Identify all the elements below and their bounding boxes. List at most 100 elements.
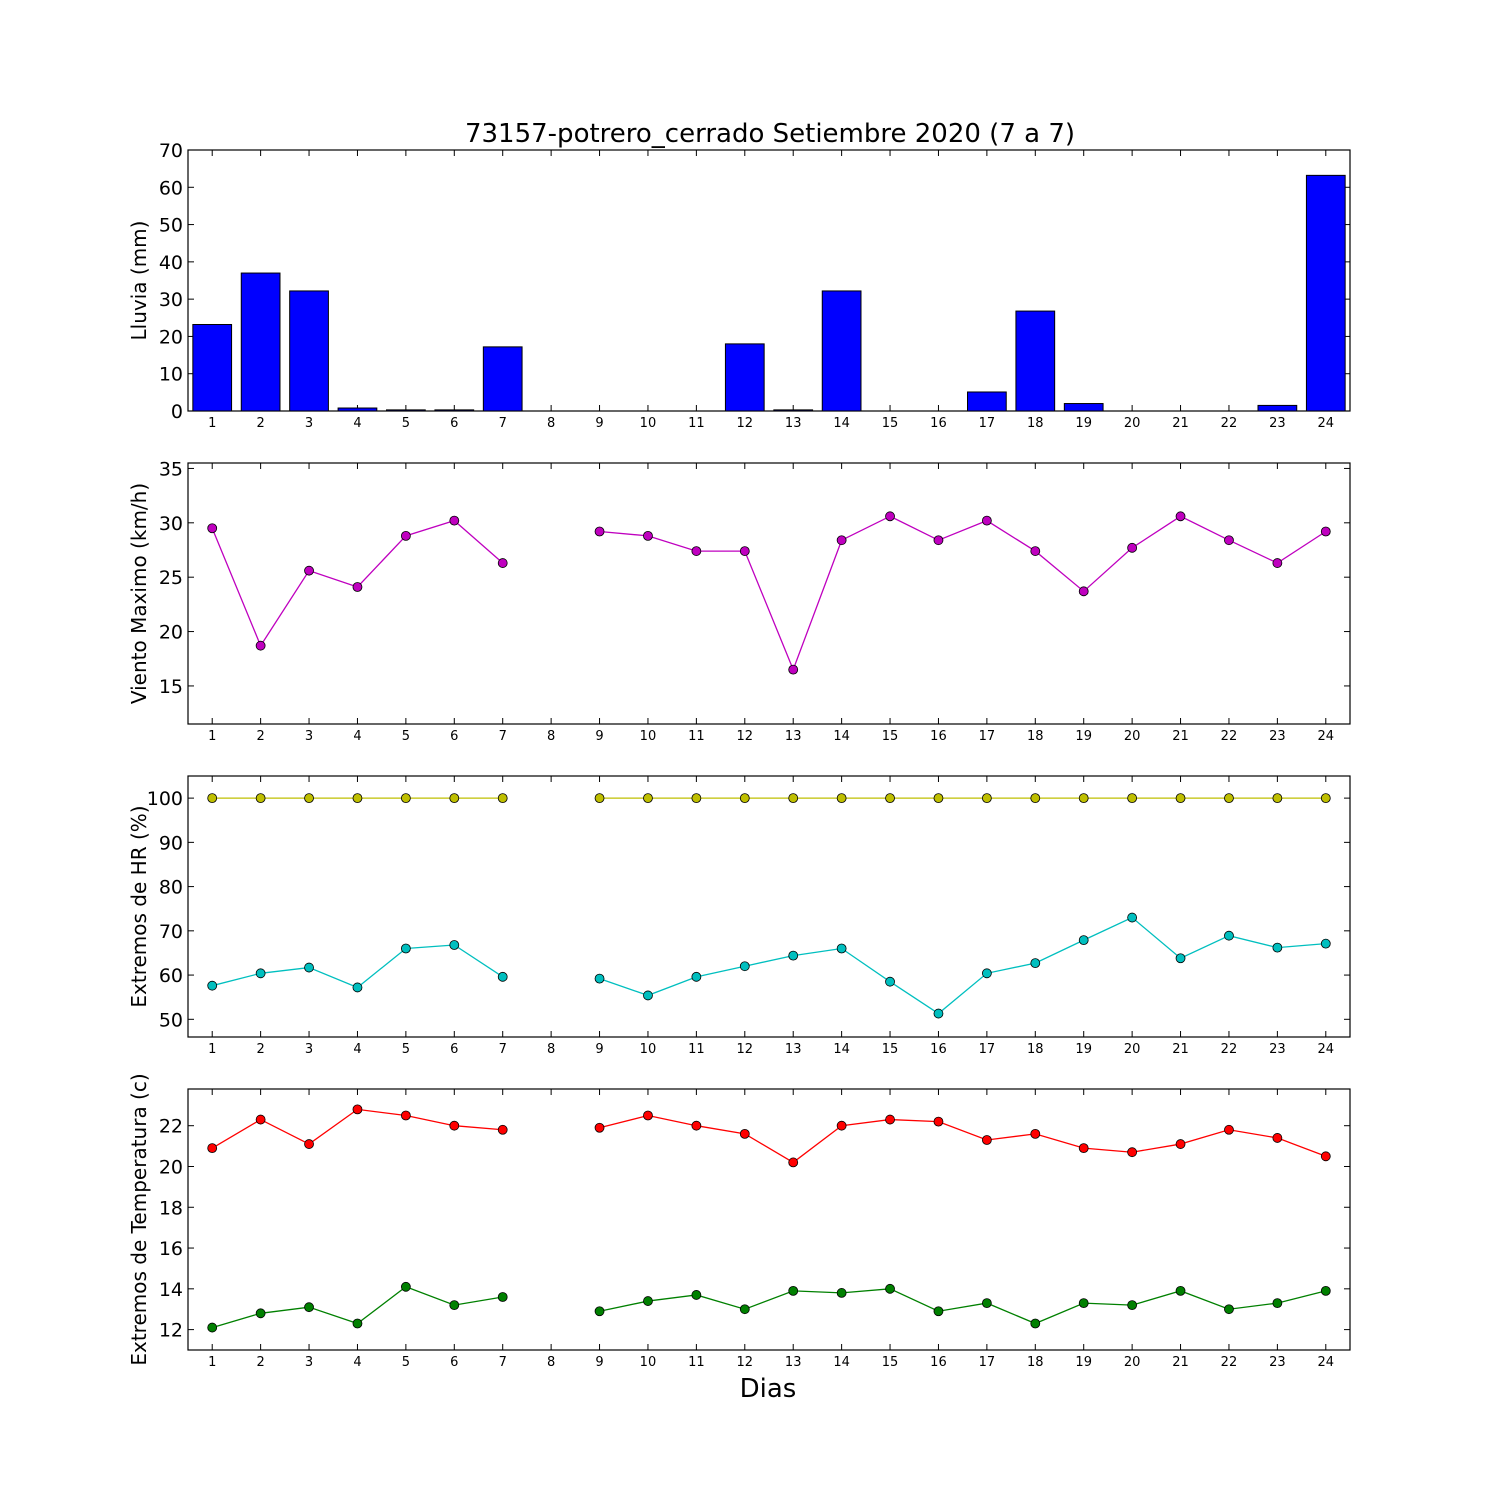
x-tick-label: 19 <box>1075 1042 1092 1057</box>
point-day-12 <box>739 793 750 804</box>
x-tick-label: 16 <box>930 1355 947 1370</box>
y-tick-label: 30 <box>159 513 183 535</box>
point-day-21 <box>1175 793 1186 804</box>
x-tick-label: 4 <box>353 1042 361 1057</box>
y-tick-label: 0 <box>171 401 183 423</box>
point-day-1 <box>207 523 218 534</box>
x-tick-label: 17 <box>979 1042 996 1057</box>
x-tick-label: 8 <box>547 1355 555 1370</box>
point-day-5 <box>400 793 411 804</box>
x-tick-label: 22 <box>1221 1042 1238 1057</box>
x-tick-label: 6 <box>450 729 458 744</box>
x-tick-label: 4 <box>353 1355 361 1370</box>
x-tick-label: 20 <box>1124 1042 1141 1057</box>
point-day-10 <box>643 530 653 541</box>
point-day-14 <box>836 1120 847 1131</box>
y-axis-label: Extremos de Temperatura (c) <box>127 1073 151 1365</box>
x-tick-label: 6 <box>450 1355 458 1370</box>
x-tick-label: 14 <box>833 729 850 744</box>
y-axis-label: Extremos de HR (%) <box>127 805 151 1007</box>
point-day-22 <box>1224 793 1234 804</box>
point-day-4 <box>352 1104 363 1115</box>
y-tick-label: 50 <box>159 215 183 237</box>
x-tick-label: 11 <box>688 729 705 744</box>
x-tick-label: 13 <box>785 1042 802 1057</box>
point-day-6 <box>449 515 460 526</box>
y-tick-label: 100 <box>147 788 183 810</box>
x-tick-label: 22 <box>1221 729 1238 744</box>
y-axis-label: Lluvia (mm) <box>127 221 151 341</box>
x-tick-label: 19 <box>1075 416 1092 431</box>
x-tick-label: 9 <box>595 416 603 431</box>
series-line-1 <box>599 1114 1327 1164</box>
bar-day-7 <box>482 346 523 412</box>
x-tick-label: 10 <box>640 729 657 744</box>
series-line-2 <box>599 916 1326 1015</box>
point-day-4 <box>352 982 363 993</box>
point-day-16 <box>933 1116 944 1127</box>
point-day-3 <box>304 793 314 804</box>
x-tick-label: 2 <box>256 1042 264 1057</box>
point-day-7 <box>497 971 508 982</box>
point-day-12 <box>739 546 750 556</box>
point-day-17 <box>981 968 992 979</box>
x-tick-label: 19 <box>1075 729 1092 744</box>
point-day-18 <box>1030 546 1041 556</box>
point-day-24 <box>1320 1285 1331 1296</box>
x-tick-label: 23 <box>1269 729 1286 744</box>
point-day-12 <box>739 1128 750 1139</box>
x-tick-label: 1 <box>208 729 216 744</box>
axes-frame <box>187 149 1351 412</box>
x-tick-label: 18 <box>1027 1355 1044 1370</box>
bar-day-23 <box>1257 404 1298 412</box>
x-tick-label: 5 <box>402 729 410 744</box>
y-tick-label: 12 <box>159 1320 183 1342</box>
y-tick-label: 10 <box>159 364 183 386</box>
bar-day-2 <box>240 272 281 412</box>
x-tick-label: 7 <box>499 1355 507 1370</box>
point-day-3 <box>304 1139 314 1149</box>
point-day-21 <box>1175 511 1186 522</box>
point-day-16 <box>933 1306 944 1317</box>
bar-day-12 <box>724 343 765 412</box>
point-day-24 <box>1320 793 1331 804</box>
point-day-1 <box>207 1322 218 1333</box>
point-day-22 <box>1224 1124 1234 1135</box>
point-day-9 <box>594 793 605 804</box>
point-day-15 <box>885 976 895 987</box>
y-tick-label: 16 <box>159 1238 183 1260</box>
x-tick-label: 3 <box>305 1042 313 1057</box>
point-day-19 <box>1078 586 1089 597</box>
axes-frame <box>187 1088 1351 1351</box>
point-day-9 <box>594 1122 605 1133</box>
bar-day-13 <box>773 409 814 412</box>
bar-day-6 <box>434 409 475 412</box>
x-tick-label: 16 <box>930 1042 947 1057</box>
point-day-2 <box>255 793 266 804</box>
point-day-23 <box>1272 942 1283 953</box>
point-day-2 <box>255 640 266 651</box>
point-day-14 <box>836 943 847 954</box>
point-day-10 <box>643 1110 653 1121</box>
x-tick-label: 24 <box>1318 1355 1335 1370</box>
point-day-6 <box>449 793 460 804</box>
point-day-20 <box>1127 912 1138 923</box>
x-tick-label: 2 <box>256 416 264 431</box>
point-day-4 <box>352 1318 363 1329</box>
series-line-1 <box>211 1108 503 1149</box>
point-day-11 <box>691 1290 702 1300</box>
x-tick-label: 8 <box>547 1042 555 1057</box>
point-day-7 <box>497 558 508 568</box>
point-day-3 <box>304 1302 314 1313</box>
y-tick-label: 18 <box>159 1197 183 1219</box>
bar-day-18 <box>1015 310 1056 412</box>
x-tick-label: 24 <box>1318 729 1335 744</box>
series-line-2 <box>599 1288 1326 1325</box>
point-day-24 <box>1320 938 1331 949</box>
x-tick-label: 23 <box>1269 416 1286 431</box>
x-tick-label: 14 <box>833 1042 850 1057</box>
x-tick-label: 7 <box>499 416 507 431</box>
x-tick-label: 5 <box>402 1042 410 1057</box>
